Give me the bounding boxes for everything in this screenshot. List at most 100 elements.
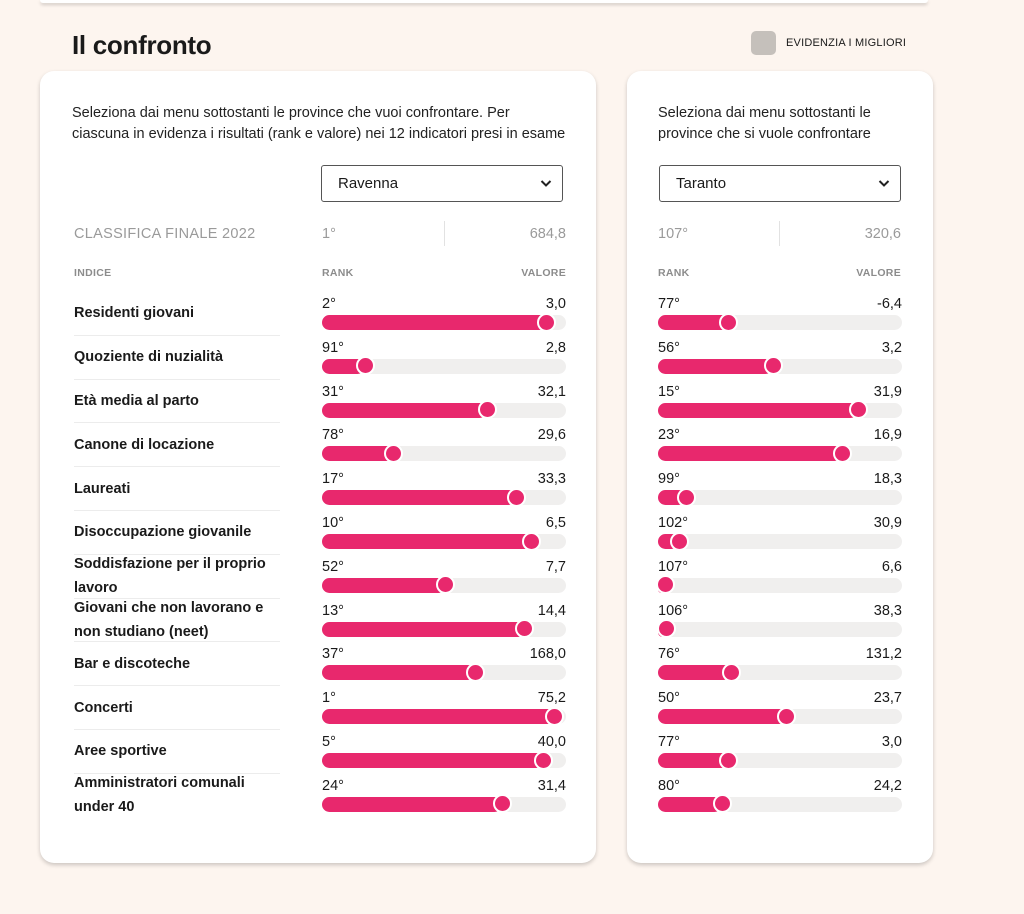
rank-value: 107° bbox=[658, 558, 688, 575]
column-header-rank: RANK bbox=[658, 267, 690, 279]
score-bar-fill bbox=[658, 402, 859, 418]
rank-value: 31° bbox=[322, 383, 344, 400]
score-bar bbox=[322, 487, 566, 507]
score-bar-knob bbox=[763, 356, 783, 376]
comparison-card-right: Seleziona dai menu sottostanti le provin… bbox=[627, 71, 933, 863]
indicator-value: -6,4 bbox=[877, 296, 902, 312]
score-bar bbox=[655, 575, 902, 595]
score-bar-knob bbox=[534, 750, 554, 770]
score-bar-fill bbox=[658, 709, 787, 725]
province-select-left[interactable]: Ravenna bbox=[321, 165, 563, 202]
score-bar bbox=[658, 356, 902, 376]
score-bar-fill bbox=[322, 490, 517, 506]
score-bar bbox=[658, 312, 902, 332]
rank-value: 24° bbox=[322, 777, 344, 794]
row-divider bbox=[74, 422, 280, 424]
score-bar-knob bbox=[477, 400, 497, 420]
score-bar-fill bbox=[658, 753, 729, 768]
row-divider bbox=[74, 685, 280, 687]
indicator-value: 6,6 bbox=[881, 558, 902, 575]
rank-value: 99° bbox=[658, 471, 680, 488]
indicator-label: Quoziente di nuzialità bbox=[74, 349, 224, 366]
score-bar-fill bbox=[322, 665, 476, 681]
row-divider bbox=[74, 378, 280, 380]
divider bbox=[444, 221, 445, 246]
final-rank: 107° bbox=[658, 226, 688, 242]
rank-value: 78° bbox=[322, 427, 344, 444]
indicator-label: Residenti giovani bbox=[74, 305, 195, 322]
score-bar-knob bbox=[436, 575, 456, 595]
indicator-value: 38,3 bbox=[873, 602, 902, 619]
final-rank: 1° bbox=[322, 226, 336, 242]
score-bar bbox=[658, 750, 902, 770]
indicator-value: 31,9 bbox=[873, 383, 902, 400]
rank-value: 50° bbox=[658, 690, 680, 707]
rank-value: 102° bbox=[658, 515, 688, 531]
score-bar bbox=[322, 531, 566, 551]
indicator-value: 32,1 bbox=[537, 383, 566, 400]
indicator-label: Laureati bbox=[74, 480, 131, 497]
score-bar-fill bbox=[322, 621, 525, 637]
indicator-label: Concerti bbox=[74, 699, 133, 716]
score-bar-knob bbox=[669, 531, 689, 551]
score-bar-fill bbox=[658, 665, 731, 681]
toggle-checkbox[interactable] bbox=[751, 31, 776, 55]
rank-value: 77° bbox=[658, 734, 680, 750]
score-bar-knob bbox=[719, 312, 739, 332]
rank-value: 10° bbox=[322, 515, 344, 531]
row-divider bbox=[74, 553, 280, 555]
rank-value: 5° bbox=[322, 734, 336, 750]
row-divider bbox=[74, 510, 280, 511]
score-bar-fill bbox=[322, 534, 532, 549]
page-title: Il confronto bbox=[72, 30, 212, 60]
score-bar-fill bbox=[322, 358, 366, 374]
rank-value: 77° bbox=[658, 296, 680, 312]
score-bar-knob bbox=[676, 487, 696, 507]
score-bar bbox=[658, 443, 902, 463]
rank-value: 106° bbox=[658, 602, 688, 619]
score-bar-knob bbox=[777, 706, 797, 726]
highlight-best-toggle[interactable]: EVIDENZIA I MIGLIORI bbox=[751, 31, 906, 55]
indicator-label: Età media al parto bbox=[74, 392, 199, 409]
score-bar-fill bbox=[322, 577, 446, 593]
score-bar-knob bbox=[522, 531, 542, 551]
indicator-value: 23,7 bbox=[873, 690, 902, 707]
score-bar-knob bbox=[712, 794, 732, 814]
indicator-label: Amministratori comunali under 40 bbox=[74, 775, 245, 816]
score-bar bbox=[658, 706, 902, 726]
score-bar-fill bbox=[322, 796, 503, 812]
rank-value: 17° bbox=[322, 471, 344, 488]
score-bar-knob bbox=[545, 706, 565, 726]
score-bar bbox=[322, 794, 566, 814]
row-divider bbox=[74, 597, 280, 599]
score-bar bbox=[658, 794, 902, 814]
indicator-value: 7,7 bbox=[545, 558, 566, 575]
score-bar-knob bbox=[355, 356, 375, 376]
score-bar-fill bbox=[658, 796, 723, 812]
rank-value: 80° bbox=[658, 777, 680, 794]
indicator-value: 18,3 bbox=[873, 471, 902, 488]
indicator-value: 31,4 bbox=[537, 777, 566, 794]
province-select-right[interactable]: Taranto bbox=[659, 165, 901, 202]
intro-text: Seleziona dai menu sottostanti le provin… bbox=[658, 105, 871, 142]
indicator-label: Bar e discoteche bbox=[74, 655, 191, 672]
score-bar-fill bbox=[322, 446, 394, 462]
score-bar-knob bbox=[492, 794, 512, 814]
divider bbox=[779, 221, 780, 246]
indicator-label: Aree sportive bbox=[74, 743, 167, 760]
column-header-value: VALORE bbox=[856, 267, 901, 279]
column-header-rank: RANK bbox=[322, 267, 354, 279]
row-divider bbox=[74, 641, 280, 643]
score-bar bbox=[658, 531, 902, 551]
rank-value: 56° bbox=[658, 339, 680, 356]
score-bar bbox=[322, 575, 566, 595]
indicator-value: 2,8 bbox=[545, 339, 566, 356]
column-header-index: INDICE bbox=[74, 267, 112, 279]
comparison-card-left: Seleziona dai menu sottostanti le provin… bbox=[40, 71, 596, 863]
score-bar bbox=[322, 400, 566, 420]
score-bar bbox=[658, 662, 902, 682]
indicator-value: 30,9 bbox=[873, 515, 902, 531]
indicator-value: 33,3 bbox=[537, 471, 566, 488]
score-bar-fill bbox=[658, 315, 729, 330]
score-bar-knob bbox=[515, 619, 535, 639]
